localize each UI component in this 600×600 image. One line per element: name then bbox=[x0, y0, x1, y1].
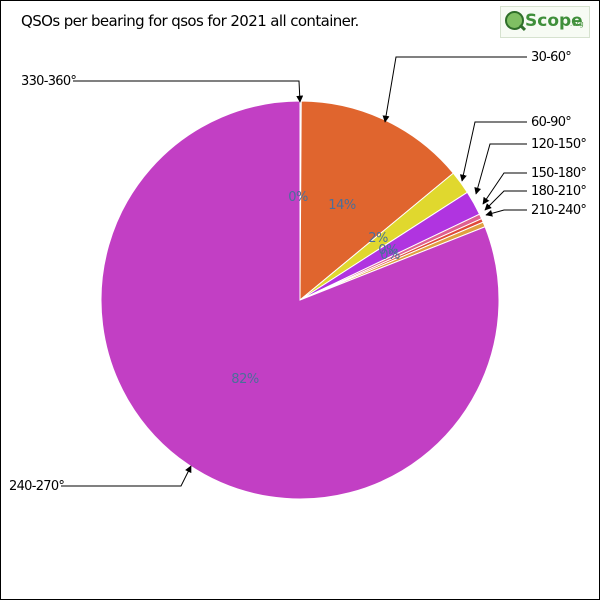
category-label-60-90: 60-90° bbox=[531, 115, 571, 130]
category-label-120-150: 120-150° bbox=[531, 137, 586, 152]
percent-label-150-180: 0% bbox=[378, 243, 398, 258]
percent-label-330-360: 0% bbox=[288, 190, 308, 205]
callout-line-180-210 bbox=[484, 190, 527, 211]
callout-line-120-150 bbox=[474, 143, 527, 195]
percent-label-30-60: 14% bbox=[328, 198, 356, 213]
percent-label-240-270: 82% bbox=[231, 372, 259, 387]
category-label-330-360: 330-360° bbox=[21, 74, 76, 89]
category-label-210-240: 210-240° bbox=[531, 203, 586, 218]
logo-tld: .org bbox=[570, 20, 584, 28]
category-label-150-180: 150-180° bbox=[531, 166, 586, 181]
callout-line-60-90 bbox=[459, 121, 527, 182]
qscope-logo: Scope .org bbox=[500, 6, 590, 38]
callout-line-210-240 bbox=[485, 209, 527, 217]
chart-title: QSOs per bearing for qsos for 2021 all c… bbox=[21, 12, 359, 30]
callout-line-240-270 bbox=[61, 465, 192, 487]
callout-line-150-180 bbox=[482, 172, 527, 205]
logo-brand: Scope bbox=[525, 11, 583, 31]
category-label-30-60: 30-60° bbox=[531, 50, 571, 65]
pie-slice-240-270 bbox=[100, 100, 500, 500]
category-label-240-270: 240-270° bbox=[9, 479, 64, 494]
callout-line-330-360 bbox=[73, 80, 304, 103]
percent-label-60-90: 2% bbox=[368, 231, 388, 246]
callout-line-30-60 bbox=[382, 56, 527, 123]
category-label-180-210: 180-210° bbox=[531, 184, 586, 199]
percent-label-210-240: 0% bbox=[380, 248, 400, 263]
